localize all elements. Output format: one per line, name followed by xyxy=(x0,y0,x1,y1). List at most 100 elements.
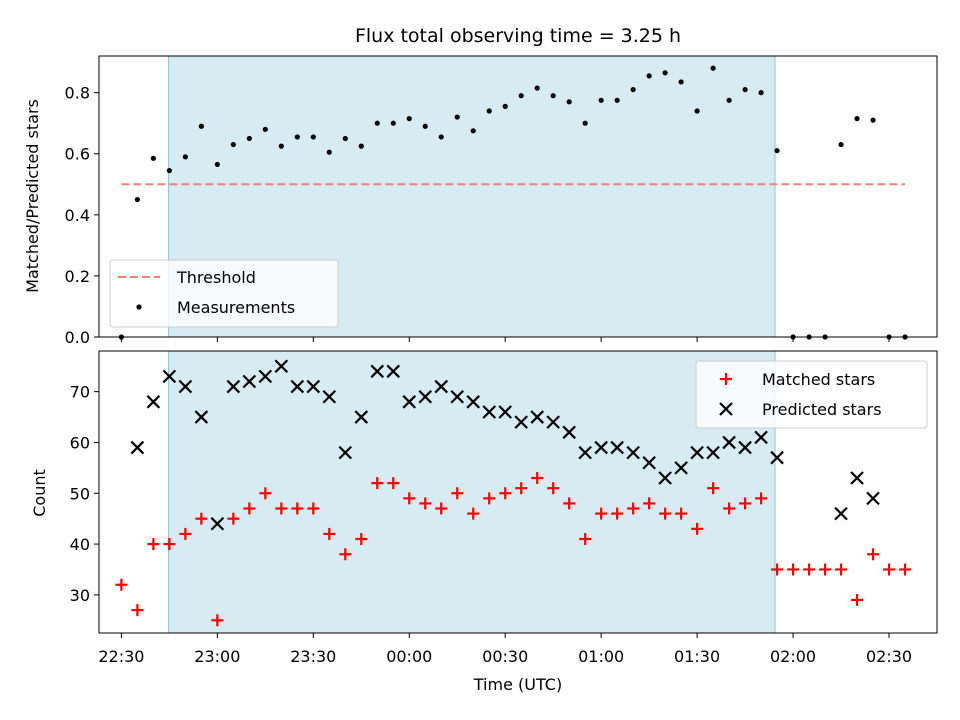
predicted-point xyxy=(754,430,768,445)
threshold-legend-label: Threshold xyxy=(176,268,256,287)
matched-point xyxy=(531,472,544,485)
count-x-tick-label: 01:00 xyxy=(578,647,624,666)
predicted-point xyxy=(210,516,225,531)
measurement-point xyxy=(598,97,604,103)
measurement-point xyxy=(694,108,700,114)
predicted-point xyxy=(722,435,736,450)
matched-point xyxy=(323,527,336,540)
predicted-point xyxy=(130,440,145,455)
ratio-x-ticks xyxy=(120,337,890,342)
measurement-point xyxy=(326,149,332,155)
matched-point xyxy=(115,578,128,591)
measurement-point xyxy=(614,97,620,103)
predicted-point xyxy=(354,410,369,424)
matched-point xyxy=(227,512,240,525)
ratio-legend: Threshold Measurements xyxy=(109,259,339,328)
count-x-tick-label: 02:00 xyxy=(770,647,816,666)
measurement-point xyxy=(182,154,188,160)
count-axes-frame xyxy=(98,350,938,634)
measurement-point xyxy=(246,135,252,142)
matched-point xyxy=(419,497,432,510)
ratio-y-ticks: 0.0 0.2 0.4 0.6 0.8 xyxy=(65,84,99,347)
ratio-legend-box xyxy=(109,259,339,328)
count-x-tick-label: 02:30 xyxy=(866,647,912,666)
predicted-point xyxy=(514,415,528,429)
predicted-point xyxy=(370,364,385,379)
predicted-point xyxy=(450,389,465,404)
measurement-point xyxy=(406,116,412,122)
matched-point xyxy=(787,563,800,576)
matched-point xyxy=(339,548,352,561)
predicted-point xyxy=(386,364,401,379)
measurements-legend-swatch xyxy=(136,304,142,310)
predicted-point xyxy=(162,369,177,384)
predicted-point xyxy=(546,415,560,429)
predicted-point xyxy=(530,410,544,424)
count-y-tick-label: 40 xyxy=(70,535,90,554)
count-x-tick-label: 22:30 xyxy=(98,647,144,666)
matched-point xyxy=(691,522,704,535)
matched-point xyxy=(387,477,400,490)
matched-point xyxy=(211,614,224,627)
ratio-y-tick-label: 0.6 xyxy=(65,145,90,164)
matched-legend-swatch xyxy=(720,373,732,385)
measurement-point xyxy=(390,120,396,126)
predicted-point xyxy=(146,395,161,409)
matched-point xyxy=(195,512,208,525)
measurement-point xyxy=(774,148,780,154)
matched-point xyxy=(243,502,256,515)
matched-points xyxy=(115,472,912,627)
predicted-point xyxy=(610,440,624,455)
count-y-tick-label: 60 xyxy=(70,433,90,452)
predicted-point xyxy=(178,379,193,394)
observing-window-shade-lower xyxy=(168,350,776,634)
predicted-point xyxy=(418,389,433,404)
measurement-point xyxy=(358,143,364,149)
count-y-tick-label: 30 xyxy=(70,586,90,605)
matched-point xyxy=(547,482,560,495)
predicted-point xyxy=(274,359,289,374)
count-panel: 30 40 50 60 70 22:30 23:00 23:30 00:00 00:30 01:0… xyxy=(30,350,938,694)
measurement-point xyxy=(518,93,524,99)
matched-point xyxy=(883,563,896,576)
measurement-point xyxy=(758,90,764,96)
count-y-ticks: 30 40 50 60 70 xyxy=(70,383,99,605)
ratio-panel: 0.00.20.40.60.8 Matched/Predicted stars … xyxy=(23,55,938,347)
predicted-point xyxy=(322,389,337,404)
matched-point xyxy=(755,492,768,505)
matched-point xyxy=(723,502,736,515)
predicted-point xyxy=(578,445,592,460)
predicted-point xyxy=(834,506,848,521)
matched-point xyxy=(467,507,480,520)
predicted-point xyxy=(402,395,417,409)
predicted-point xyxy=(674,461,688,475)
matched-point xyxy=(163,538,176,551)
ratio-y-tick-label: 0.4 xyxy=(65,206,90,225)
measurement-point xyxy=(150,155,156,161)
predicted-point xyxy=(226,379,241,394)
count-x-tick-label: 23:30 xyxy=(290,647,336,666)
matched-point xyxy=(579,533,592,545)
matched-point xyxy=(867,548,880,561)
matched-point xyxy=(355,533,368,545)
measurement-point xyxy=(838,141,844,148)
predicted-point xyxy=(562,425,576,440)
predicted-point xyxy=(738,440,752,455)
measurement-point xyxy=(134,196,140,203)
count-x-tick-label: 00:00 xyxy=(386,647,432,666)
predicted-point xyxy=(290,379,305,394)
matched-point xyxy=(819,563,832,576)
matched-point xyxy=(515,482,528,495)
predicted-point xyxy=(466,395,480,409)
measurement-point xyxy=(678,79,684,85)
measurement-point xyxy=(454,114,460,120)
measurements-legend-label: Measurements xyxy=(177,298,295,317)
matched-point xyxy=(595,507,608,520)
ratio-y-tick-label: 0.8 xyxy=(65,84,90,103)
matched-point xyxy=(291,502,304,515)
count-x-tick-label: 00:30 xyxy=(482,647,528,666)
measurement-point xyxy=(278,143,284,149)
predicted-point xyxy=(482,405,496,419)
count-y-tick-label: 50 xyxy=(70,484,90,503)
ratio-axes-frame xyxy=(98,55,938,338)
